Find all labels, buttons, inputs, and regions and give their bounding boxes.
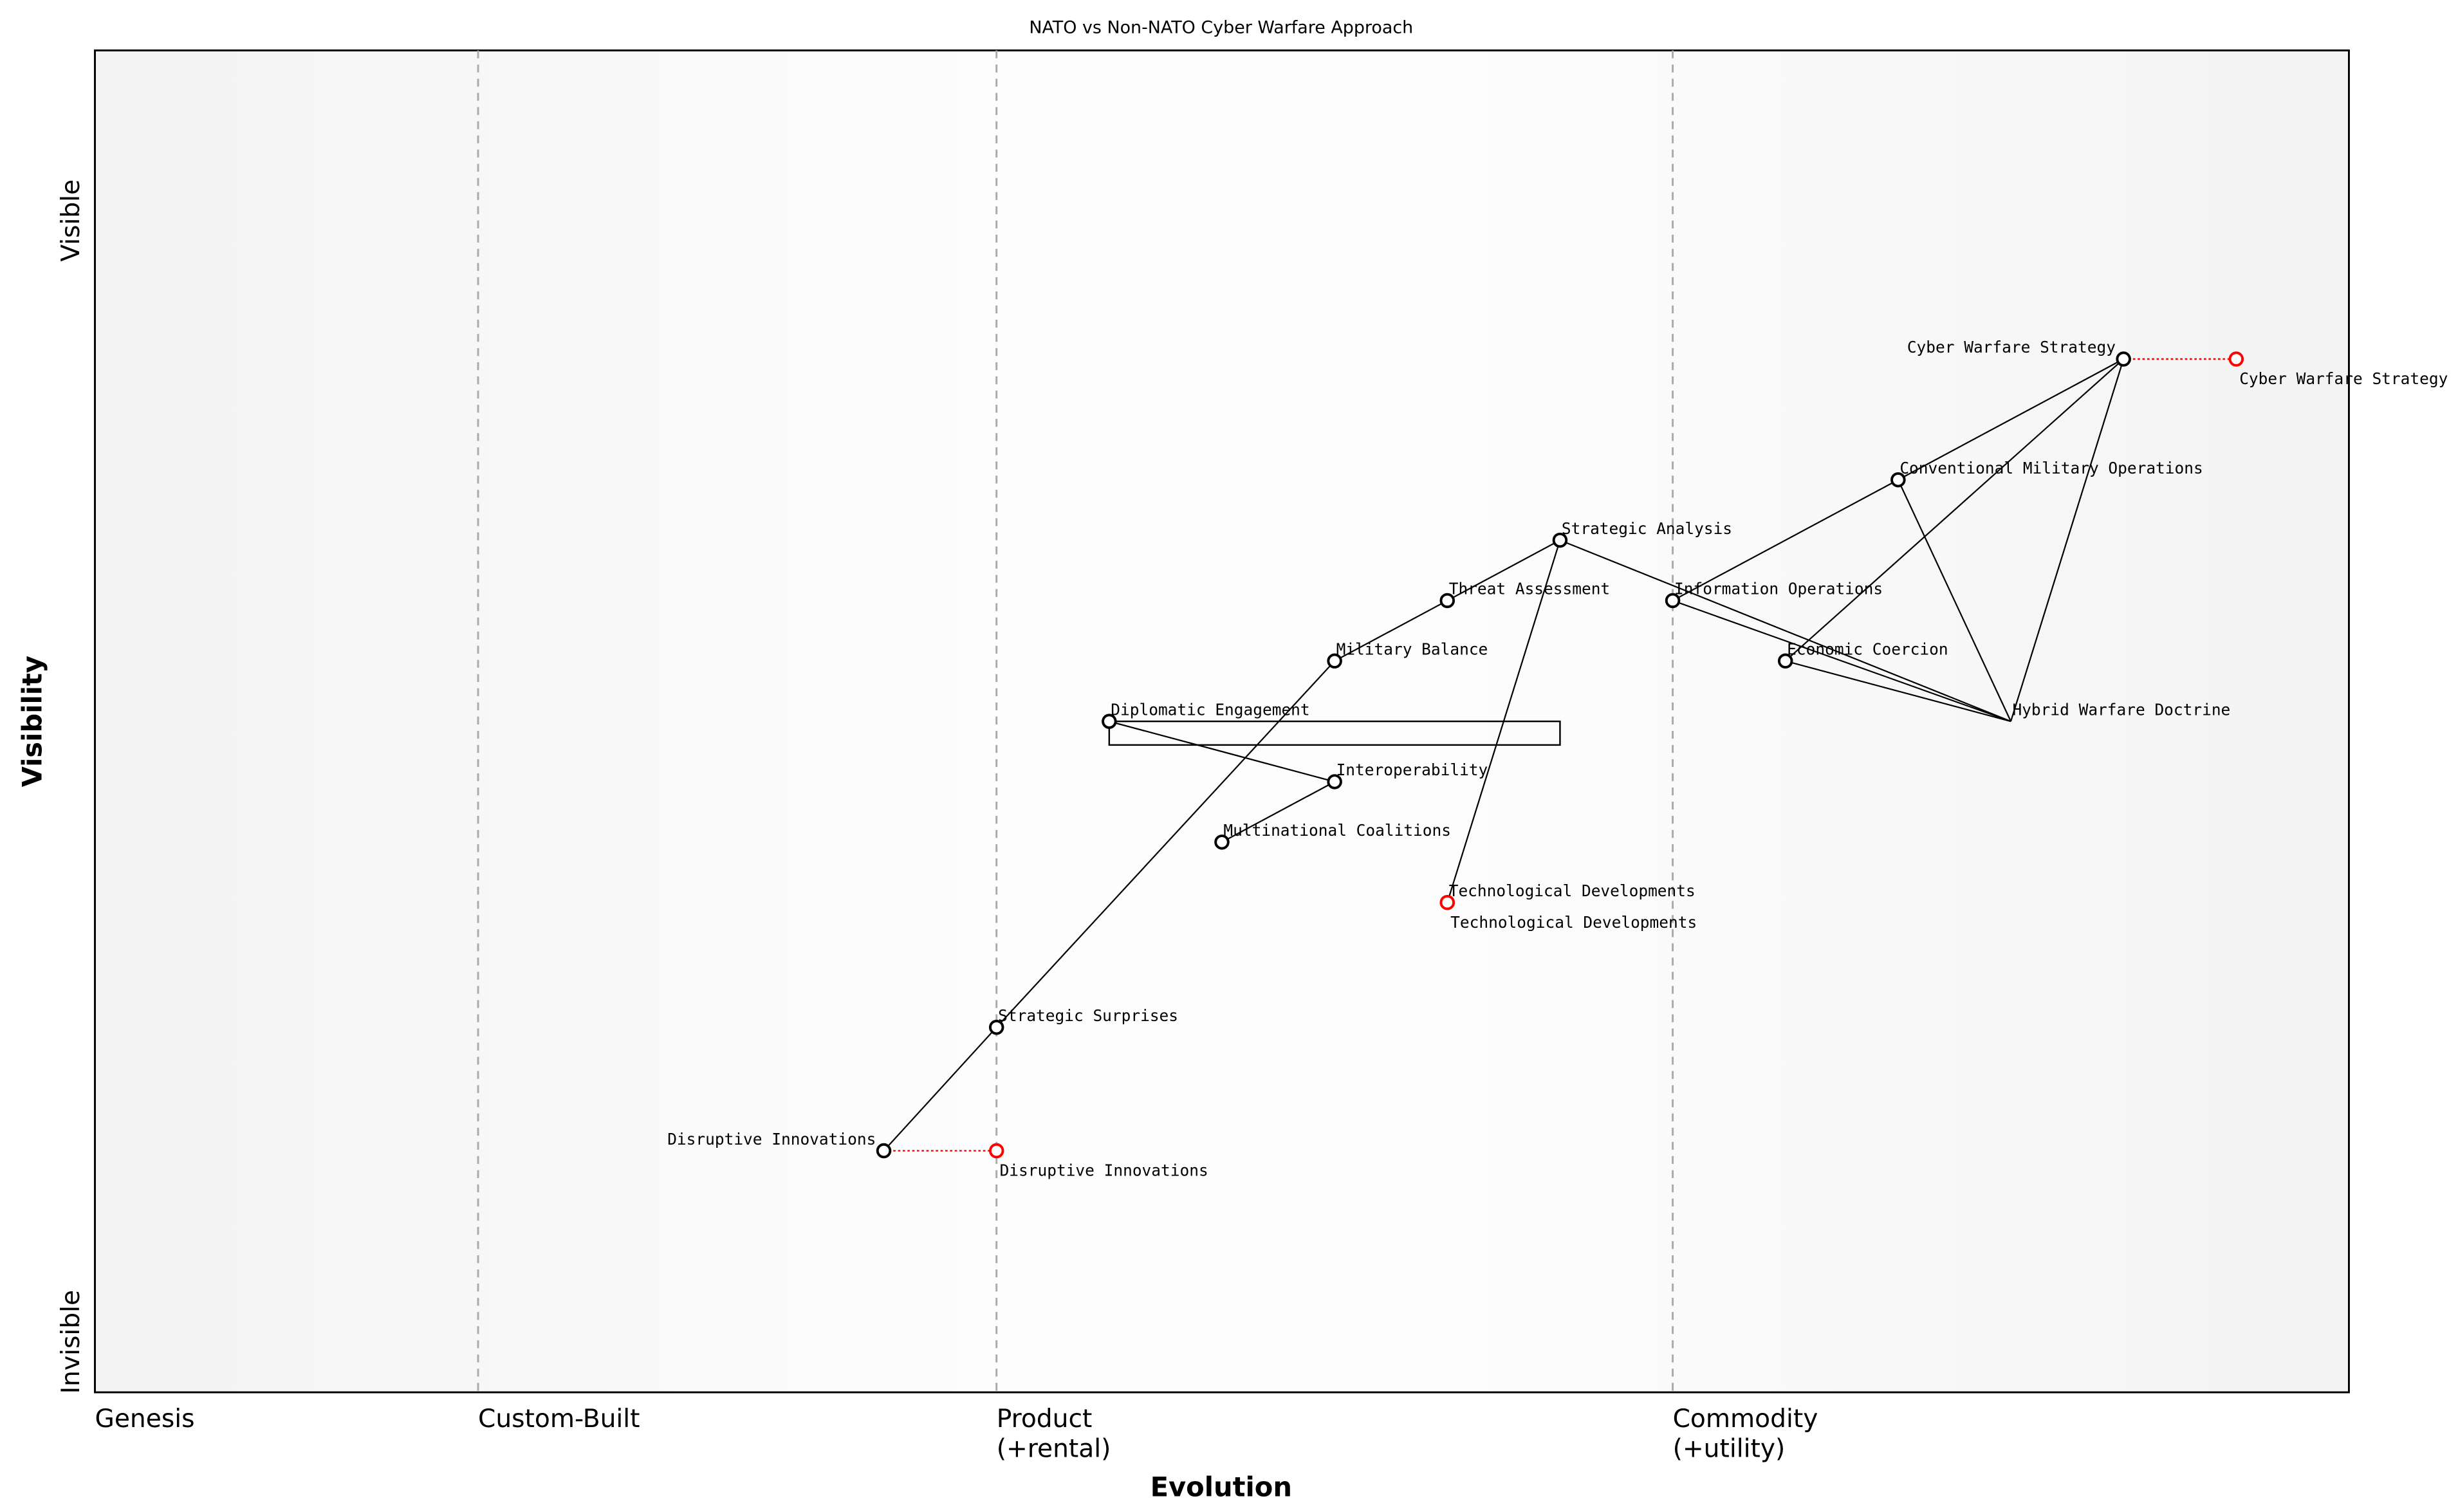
- component-marker: [876, 1143, 892, 1159]
- component-label: Interoperability: [1336, 761, 1488, 779]
- link-line: [1560, 539, 2011, 723]
- component-marker: [988, 1019, 1004, 1035]
- component-label: Technological Developments: [1449, 881, 1696, 900]
- component-label: Threat Assessment: [1449, 580, 1610, 598]
- component-marker: [1214, 834, 1230, 850]
- link-line: [1672, 600, 2011, 723]
- component-label: Strategic Surprises: [998, 1006, 1178, 1025]
- component-label: Multinational Coalitions: [1223, 821, 1451, 840]
- evolve-label: Technological Developments: [1450, 913, 1697, 932]
- component-label: Strategic Analysis: [1562, 519, 1732, 538]
- link-line: [883, 1026, 997, 1152]
- component-marker: [1439, 894, 1455, 910]
- link-line: [1446, 539, 1560, 602]
- component-label: Cyber Warfare Strategy: [1907, 338, 2116, 356]
- link-line: [1672, 479, 1899, 602]
- stage-label: Commodity: [1673, 1405, 1818, 1434]
- evolve-marker: [2228, 351, 2244, 367]
- chart-title: NATO vs Non-NATO Cyber Warfare Approach: [1029, 17, 1413, 37]
- stage-sublabel: (+rental): [997, 1434, 1111, 1463]
- x-axis-label: Evolution: [1150, 1471, 1292, 1503]
- y-tick-invisible: Invisible: [57, 1290, 86, 1394]
- link-line: [1109, 721, 1335, 783]
- component-label: Disruptive Innovations: [667, 1130, 876, 1148]
- component-label: Information Operations: [1674, 580, 1883, 598]
- component-label: Conventional Military Operations: [1899, 459, 2203, 477]
- evolve-label: Cyber Warfare Strategy: [2239, 369, 2448, 388]
- component-label: Diplomatic Engagement: [1111, 700, 1309, 719]
- link-line: [1897, 479, 2012, 722]
- component-marker: [1327, 774, 1342, 789]
- y-axis-label: Visibility: [16, 656, 48, 787]
- link-line: [1784, 358, 2124, 662]
- component-label: Military Balance: [1336, 640, 1488, 659]
- link-line: [1898, 358, 2124, 481]
- link-line: [1334, 600, 1448, 662]
- stage-label: Product: [997, 1405, 1093, 1434]
- stage-label: Custom-Built: [478, 1405, 640, 1434]
- component-marker: [1439, 593, 1455, 609]
- component-marker: [1890, 472, 1906, 488]
- evolve-label: Disruptive Innovations: [1000, 1161, 1208, 1180]
- component-marker: [1552, 532, 1568, 548]
- component-marker: [1327, 653, 1342, 669]
- component-marker: [1777, 653, 1793, 669]
- link-line: [2010, 358, 2125, 722]
- y-tick-visible: Visible: [57, 180, 86, 262]
- component-marker: [2116, 351, 2131, 367]
- link-line: [1446, 540, 1561, 903]
- link-line: [1221, 781, 1335, 843]
- link-line: [1785, 660, 2011, 723]
- evolve-marker: [988, 1143, 1004, 1159]
- component-marker: [1665, 593, 1681, 609]
- component-label: Hybrid Warfare Doctrine: [2012, 700, 2230, 719]
- link-line: [995, 660, 1335, 1028]
- stage-label: Genesis: [95, 1405, 195, 1434]
- pipeline-box: [1108, 720, 1561, 746]
- stage-sublabel: (+utility): [1673, 1434, 1786, 1463]
- component-label: Economic Coercion: [1787, 640, 1948, 659]
- component-marker: [1102, 714, 1117, 729]
